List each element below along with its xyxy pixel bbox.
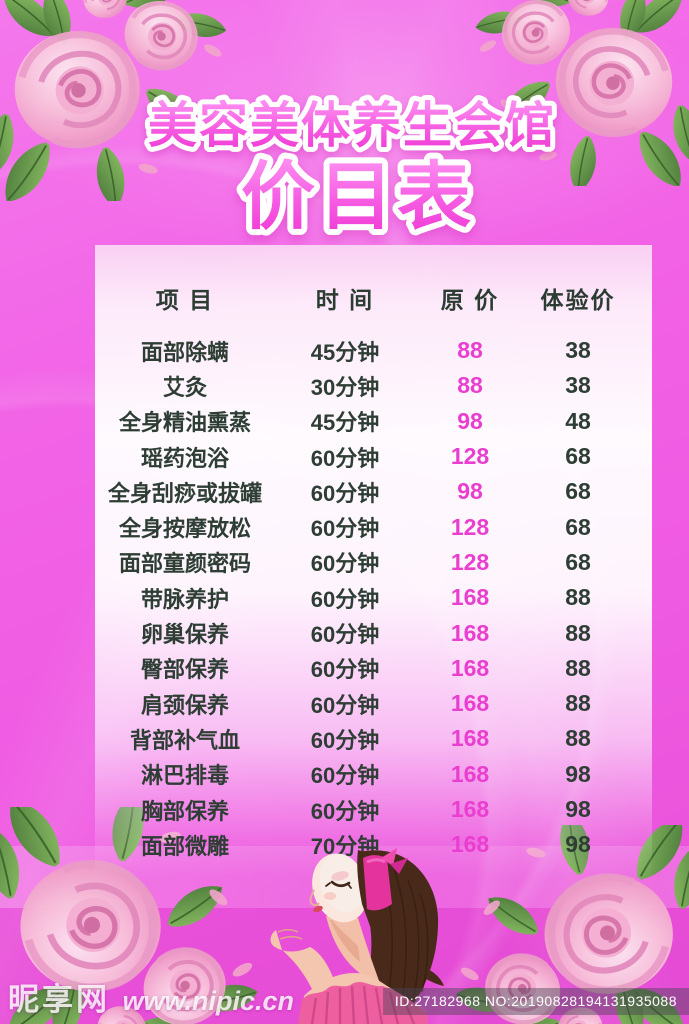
table-row: 背部补气血 60分钟 168 88 bbox=[95, 721, 631, 756]
row-trial-price: 38 bbox=[565, 372, 591, 399]
header-original-price: 原 价 bbox=[440, 287, 500, 313]
row-original-price: 168 bbox=[450, 619, 490, 646]
price-table-panel: 项 目 时 间 原 价 体验价 面部除螨 45分钟 88 38 艾灸 30分钟 … bbox=[95, 245, 652, 877]
row-trial-price: 98 bbox=[565, 760, 591, 787]
row-trial-price: 98 bbox=[565, 796, 591, 822]
row-duration: 60分钟 bbox=[310, 763, 380, 789]
row-trial-price: 48 bbox=[565, 407, 591, 434]
row-duration: 60分钟 bbox=[310, 692, 380, 718]
row-trial-price: 88 bbox=[565, 725, 591, 752]
row-original-price: 168 bbox=[450, 654, 490, 681]
poster-title: 美容美体养生会馆 bbox=[148, 99, 556, 153]
table-row: 全身刮痧或拔罐 60分钟 98 68 bbox=[95, 474, 631, 509]
row-item-name: 瑶药泡浴 bbox=[140, 445, 229, 471]
row-original-price: 168 bbox=[450, 831, 490, 858]
row-original-price: 168 bbox=[450, 690, 490, 717]
row-original-price: 168 bbox=[450, 584, 490, 611]
row-duration: 60分钟 bbox=[310, 586, 380, 612]
table-row: 面部微雕 70分钟 168 98 bbox=[95, 827, 631, 862]
poster-subtitle: 价目表 bbox=[241, 155, 475, 238]
row-item-name: 全身刮痧或拔罐 bbox=[107, 480, 262, 506]
row-original-price: 128 bbox=[450, 513, 490, 540]
row-item-name: 全身按摩放松 bbox=[118, 516, 251, 542]
row-duration: 60分钟 bbox=[310, 657, 380, 683]
girl-facial-mask-illustration bbox=[270, 848, 444, 1024]
row-item-name: 面部除螨 bbox=[140, 339, 229, 365]
image-id-watermark: ID:27182968 NO:20190828194131935088 bbox=[382, 988, 689, 1015]
table-row: 带脉养护 60分钟 168 88 bbox=[95, 580, 631, 615]
table-row: 艾灸 30分钟 88 38 bbox=[95, 368, 631, 403]
row-item-name: 带脉养护 bbox=[140, 586, 229, 612]
table-row: 全身按摩放松 60分钟 128 68 bbox=[95, 509, 631, 544]
row-duration: 60分钟 bbox=[310, 480, 380, 506]
table-row: 全身精油熏蒸 45分钟 98 48 bbox=[95, 404, 631, 439]
row-original-price: 128 bbox=[450, 443, 490, 470]
row-original-price: 98 bbox=[457, 478, 483, 505]
price-table-header-row: 项 目 时 间 原 价 体验价 bbox=[95, 281, 631, 313]
row-item-name: 胸部保养 bbox=[140, 798, 229, 824]
row-trial-price: 68 bbox=[565, 478, 591, 505]
row-original-price: 88 bbox=[457, 372, 483, 399]
row-duration: 60分钟 bbox=[310, 445, 380, 471]
row-original-price: 168 bbox=[450, 760, 490, 787]
row-trial-price: 68 bbox=[565, 443, 591, 470]
table-row: 胸部保养 60分钟 168 98 bbox=[95, 792, 631, 827]
row-trial-price: 88 bbox=[565, 654, 591, 681]
table-row: 面部除螨 45分钟 88 38 bbox=[95, 333, 631, 368]
row-trial-price: 68 bbox=[565, 548, 591, 575]
row-duration: 45分钟 bbox=[310, 339, 380, 365]
row-original-price: 168 bbox=[450, 796, 490, 822]
row-item-name: 全身精油熏蒸 bbox=[118, 410, 251, 436]
site-watermark: 昵享网 www.nipic.cn bbox=[8, 974, 294, 1019]
row-trial-price: 88 bbox=[565, 619, 591, 646]
table-row: 淋巴排毒 60分钟 168 98 bbox=[95, 757, 631, 792]
row-item-name: 肩颈保养 bbox=[140, 692, 229, 718]
row-trial-price: 98 bbox=[565, 831, 591, 858]
row-trial-price: 68 bbox=[565, 513, 591, 540]
table-row: 面部童颜密码 60分钟 128 68 bbox=[95, 545, 631, 580]
table-row: 卵巢保养 60分钟 168 88 bbox=[95, 615, 631, 650]
row-item-name: 臀部保养 bbox=[140, 657, 229, 683]
row-duration: 60分钟 bbox=[310, 622, 380, 648]
row-duration: 60分钟 bbox=[310, 798, 380, 824]
row-original-price: 88 bbox=[457, 337, 483, 364]
site-url: www.nipic.cn bbox=[122, 986, 294, 1016]
row-trial-price: 88 bbox=[565, 584, 591, 611]
row-item-name: 卵巢保养 bbox=[140, 622, 229, 648]
row-item-name: 艾灸 bbox=[162, 374, 207, 400]
row-trial-price: 88 bbox=[565, 690, 591, 717]
title-art: 美容美体养生会馆 价目表 bbox=[143, 94, 559, 244]
poster-header: 美容美体养生会馆 价目表 bbox=[0, 0, 689, 245]
site-name: 昵享网 bbox=[8, 982, 110, 1017]
row-item-name: 面部微雕 bbox=[140, 833, 229, 859]
table-row: 瑶药泡浴 60分钟 128 68 bbox=[95, 439, 631, 474]
header-trial-price: 体验价 bbox=[540, 287, 616, 313]
row-item-name: 面部童颜密码 bbox=[118, 551, 251, 577]
row-duration: 60分钟 bbox=[310, 727, 380, 753]
price-table-body: 面部除螨 45分钟 88 38 艾灸 30分钟 88 38 全身精油熏蒸 45分… bbox=[95, 333, 631, 862]
row-original-price: 98 bbox=[457, 407, 483, 434]
row-trial-price: 38 bbox=[565, 337, 591, 364]
row-duration: 30分钟 bbox=[310, 374, 380, 400]
table-row: 臀部保养 60分钟 168 88 bbox=[95, 651, 631, 686]
row-duration: 45分钟 bbox=[310, 410, 380, 436]
row-item-name: 背部补气血 bbox=[129, 727, 240, 753]
row-duration: 60分钟 bbox=[310, 516, 380, 542]
table-row: 肩颈保养 60分钟 168 88 bbox=[95, 686, 631, 721]
header-item: 项 目 bbox=[155, 287, 215, 313]
row-item-name: 淋巴排毒 bbox=[140, 763, 229, 789]
row-duration: 60分钟 bbox=[310, 551, 380, 577]
row-original-price: 128 bbox=[450, 548, 490, 575]
header-time: 时 间 bbox=[315, 287, 375, 313]
row-original-price: 168 bbox=[450, 725, 490, 752]
